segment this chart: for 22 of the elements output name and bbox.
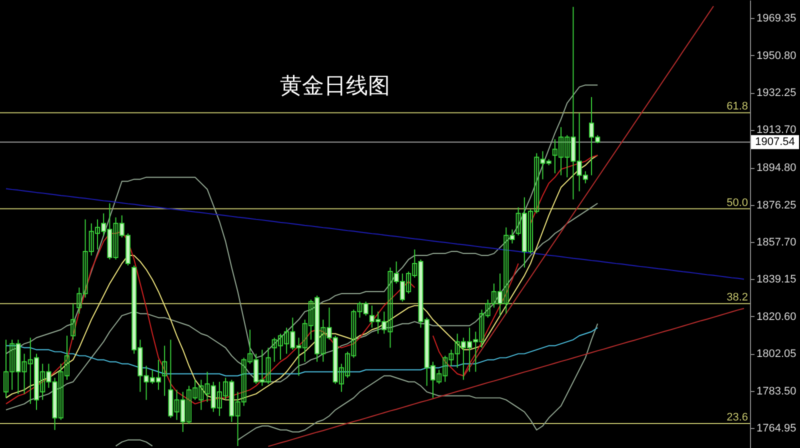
y-tick-label: 1876.25 (756, 199, 796, 212)
annotation: 38.2 (726, 292, 748, 304)
annotation: 23.6 (726, 412, 748, 424)
ref-line-label: 1907.54 (755, 136, 795, 148)
y-tick-label: 1802.05 (756, 348, 796, 360)
y-tick-label: 1969.35 (756, 12, 796, 25)
line-series (5, 202, 598, 410)
y-tick-label: 1764.95 (756, 422, 796, 435)
annotation: 61.8 (726, 100, 748, 113)
y-tick-label: 1839.15 (756, 274, 796, 286)
y-tick-label: 1857.70 (756, 236, 796, 249)
line-series (462, 6, 714, 378)
candlestick (70, 303, 76, 340)
y-tick-label: 1894.80 (756, 162, 796, 174)
y-tick-label: 1820.60 (756, 310, 796, 323)
y-tick-label: 1932.25 (756, 87, 796, 100)
candlestick (162, 345, 168, 396)
y-tick-label: 1913.70 (756, 124, 796, 136)
y-tick-label: 1783.50 (756, 385, 796, 398)
annotation: 50.0 (726, 196, 748, 209)
y-tick-label: 1950.80 (756, 50, 796, 62)
text: 黄金日线图 (280, 74, 390, 99)
